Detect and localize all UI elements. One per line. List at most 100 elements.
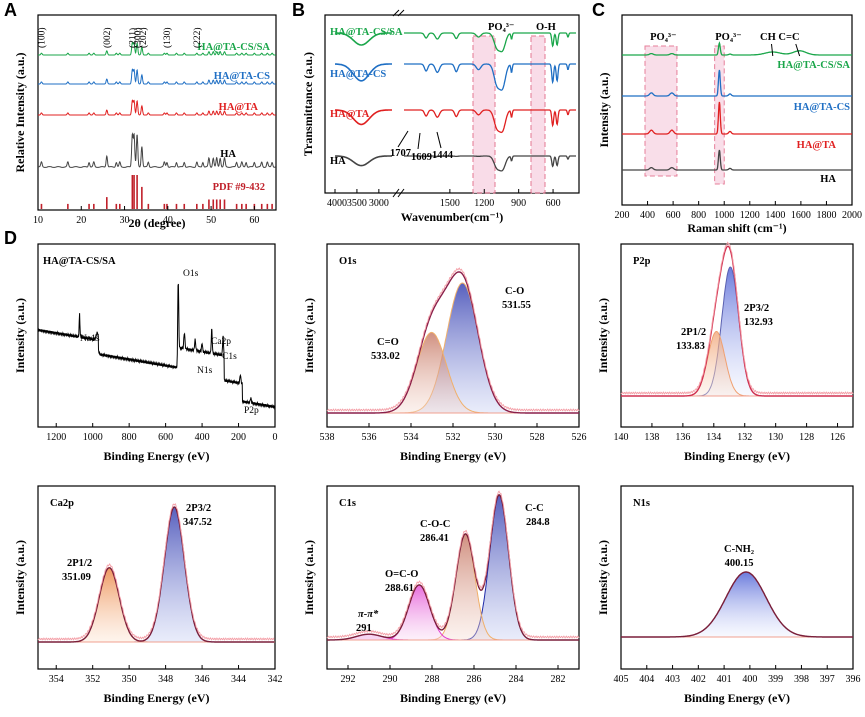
xps-xlabel: Binding Energy (eV) bbox=[684, 691, 790, 705]
xps-survey-peak-label: Na1s bbox=[80, 334, 100, 344]
raman-series-label: HA@TA bbox=[797, 140, 837, 151]
xrd-series-HA@TA-CS bbox=[38, 68, 276, 85]
xps-x-tick-label: 397 bbox=[820, 674, 835, 685]
n1s-cnh2-label: C-NH₂ bbox=[724, 544, 754, 555]
xrd-legend-label: HA@TA-CS bbox=[214, 71, 270, 82]
xps-survey-peak-label: O1s bbox=[183, 269, 199, 279]
xps-x-tick-label: 344 bbox=[231, 674, 246, 685]
p2p-2p12-label: 2P1/2 bbox=[681, 327, 706, 338]
xps-x-tick-label: 200 bbox=[231, 432, 246, 443]
raman-x-tick-label: 800 bbox=[691, 210, 706, 221]
xps-x-tick-label: 346 bbox=[195, 674, 210, 685]
c1s-cc-label: C-C bbox=[525, 503, 544, 514]
xps-x-tick-label: 132 bbox=[737, 432, 752, 443]
raman-series bbox=[622, 149, 852, 171]
xrd-peak-label: (222) bbox=[192, 27, 203, 48]
xps-survey-peak-label: P2p bbox=[244, 406, 259, 416]
c1s-oco-value: 288.61 bbox=[385, 583, 414, 594]
c1s-coc-label: C-O-C bbox=[420, 519, 450, 530]
xps-component-fill bbox=[327, 534, 579, 640]
xps-title: P2p bbox=[633, 256, 651, 267]
ftir-axis-break bbox=[392, 9, 400, 17]
raman-po4-label-2: PO₄³⁻ bbox=[715, 32, 741, 43]
ftir-arrow bbox=[397, 130, 409, 148]
ftir-series-left bbox=[335, 63, 392, 82]
raman-arrow bbox=[795, 43, 801, 57]
ca2p-2p12-value: 351.09 bbox=[62, 572, 91, 583]
raman-x-tick-label: 400 bbox=[640, 210, 655, 221]
xrd-ylabel: Relative Intensity (a.u.) bbox=[13, 53, 27, 173]
raman-series bbox=[622, 101, 852, 135]
xps-survey-peak-label: N1s bbox=[197, 366, 213, 376]
xps-raw-data bbox=[326, 490, 580, 639]
xps-component-fill bbox=[327, 283, 579, 413]
o1s-co-label: C-O bbox=[505, 286, 524, 297]
xps-x-tick-label: 536 bbox=[362, 432, 377, 443]
xps-survey-spectrum bbox=[37, 283, 276, 411]
xps-x-tick-label: 600 bbox=[158, 432, 173, 443]
ftir-series-right bbox=[404, 63, 576, 91]
xrd-x-tick-label: 20 bbox=[76, 215, 86, 226]
panel-label-B: B bbox=[292, 0, 305, 20]
ftir-series-left bbox=[334, 32, 392, 46]
xrd-series-HA bbox=[37, 132, 276, 168]
raman-band-2 bbox=[714, 45, 725, 185]
raman-series bbox=[622, 41, 852, 56]
xps-frame-D-C1s bbox=[326, 485, 580, 670]
xps-x-tick-label: 405 bbox=[614, 674, 629, 685]
xrd-legend-label: HA@TA-CS/SA bbox=[197, 42, 270, 53]
xps-ylabel: Intensity (a.u.) bbox=[302, 540, 316, 615]
xrd-legend-label: HA@TA bbox=[219, 102, 259, 113]
xps-frame-D-P2p bbox=[620, 243, 854, 428]
c1s-pipi-value: 291 bbox=[356, 623, 372, 634]
xps-x-tick-label: 528 bbox=[530, 432, 545, 443]
ftir-series-label: HA@TA-CS bbox=[330, 69, 386, 80]
xps-title: N1s bbox=[633, 498, 650, 509]
xps-envelope bbox=[621, 571, 853, 638]
p2p-2p32-label: 2P3/2 bbox=[744, 303, 769, 314]
raman-x-tick-label: 2000 bbox=[842, 210, 862, 221]
xps-raw-data bbox=[620, 241, 854, 395]
xps-x-tick-label: 800 bbox=[122, 432, 137, 443]
xps-x-tick-label: 530 bbox=[488, 432, 503, 443]
xps-x-tick-label: 396 bbox=[846, 674, 861, 685]
c1s-coc-value: 286.41 bbox=[420, 533, 449, 544]
xps-x-tick-label: 398 bbox=[794, 674, 809, 685]
xps-x-tick-label: 399 bbox=[768, 674, 783, 685]
raman-chcc-label: CH C=C bbox=[760, 32, 800, 43]
xps-component-fill bbox=[621, 267, 853, 396]
xps-title: O1s bbox=[339, 256, 357, 267]
xps-x-tick-label: 342 bbox=[268, 674, 283, 685]
raman-x-tick-label: 200 bbox=[615, 210, 630, 221]
panel-label-D: D bbox=[4, 228, 17, 248]
ftir-series-right bbox=[404, 32, 576, 53]
raman-x-tick-label: 1000 bbox=[714, 210, 734, 221]
xrd-peak-label: (202) bbox=[138, 27, 149, 48]
ftir-series-label: HA@TA bbox=[330, 109, 370, 120]
ca2p-2p32-label: 2P3/2 bbox=[186, 503, 211, 514]
ftir-po4-label: PO₄³⁻ bbox=[488, 22, 514, 33]
xps-x-tick-label: 526 bbox=[572, 432, 587, 443]
ftir-series-left bbox=[335, 109, 392, 126]
raman-ylabel: Intensity (a.u.) bbox=[597, 72, 611, 147]
xps-survey-peak-label: Ca2p bbox=[211, 337, 231, 347]
xps-x-tick-label: 1000 bbox=[83, 432, 103, 443]
xps-x-tick-label: 403 bbox=[665, 674, 680, 685]
raman-band-1 bbox=[644, 45, 678, 177]
xps-x-tick-label: 1200 bbox=[46, 432, 66, 443]
c1s-pipi-label: π-π* bbox=[358, 609, 379, 620]
o1s-co-value: 531.55 bbox=[502, 300, 531, 311]
xps-x-tick-label: 288 bbox=[425, 674, 440, 685]
ftir-x-tick-label: 1200 bbox=[474, 198, 494, 209]
xps-x-tick-label: 286 bbox=[467, 674, 482, 685]
xps-raw-data bbox=[37, 503, 275, 641]
xps-component-fill bbox=[38, 567, 275, 642]
ftir-peak-label: 1707 bbox=[390, 148, 411, 159]
ftir-po4-band bbox=[472, 35, 496, 194]
xrd-x-tick-label: 10 bbox=[33, 215, 43, 226]
raman-x-tick-label: 1600 bbox=[791, 210, 811, 221]
xrd-peak-label: (100) bbox=[36, 27, 47, 48]
ftir-axis-break bbox=[397, 188, 405, 198]
ftir-axis-break bbox=[397, 9, 405, 17]
xps-x-tick-label: 130 bbox=[768, 432, 783, 443]
